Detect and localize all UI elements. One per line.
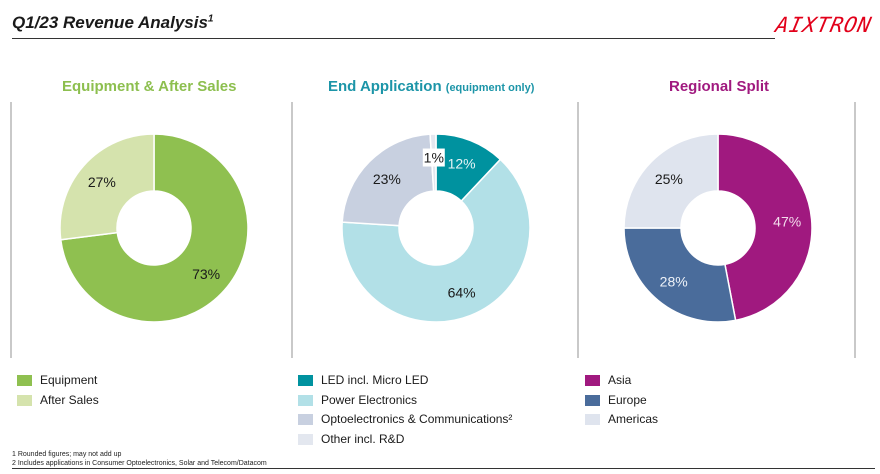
panel-divider xyxy=(854,102,856,358)
panel-title-equipment: Equipment & After Sales xyxy=(62,78,236,95)
legend-swatch xyxy=(298,375,313,387)
legend-swatch xyxy=(298,414,313,426)
slice-label-background xyxy=(422,148,445,167)
page-title-text: Q1/23 Revenue Analysis xyxy=(12,13,208,32)
legend-item: Europe xyxy=(585,391,658,411)
legend-regional: Asia Europe Americas xyxy=(585,371,658,430)
panel-title-text: Equipment & After Sales xyxy=(62,78,237,95)
legend-swatch xyxy=(17,375,32,387)
legend-label: Optoelectronics & Communications² xyxy=(321,412,513,426)
slice-americas xyxy=(623,133,719,229)
panel-title-regional: Regional Split xyxy=(669,78,769,95)
legend-end-application: LED incl. Micro LED Power Electronics Opto… xyxy=(298,371,512,449)
legend-label: Europe xyxy=(608,392,647,407)
slice-label: 73% xyxy=(192,266,220,282)
slice-after-sales xyxy=(59,133,155,241)
legend-swatch xyxy=(298,433,313,445)
slice-label: 1% xyxy=(424,150,444,166)
legend-swatch xyxy=(17,394,32,406)
panel-title-text: End Application xyxy=(328,78,442,95)
title-rule xyxy=(12,38,775,39)
legend-equipment: Equipment After Sales xyxy=(17,371,99,410)
legend-item: Optoelectronics & Communications² xyxy=(298,410,512,430)
legend-swatch xyxy=(585,394,600,406)
legend-item: Asia xyxy=(585,371,658,391)
slice-power-electronics xyxy=(341,158,531,323)
footnote-2: 2 Includes applications in Consumer Opto… xyxy=(12,460,267,467)
legend-label: Asia xyxy=(608,373,632,387)
panel-subtitle: (equipment only) xyxy=(445,82,535,94)
legend-item: LED incl. Micro LED xyxy=(298,371,512,391)
page-title-footnote-mark: 1 xyxy=(207,13,214,25)
legend-label: Power Electronics xyxy=(321,392,418,407)
panel-divider xyxy=(10,102,12,358)
legend-item: Other incl. R&D xyxy=(298,430,512,450)
panel-divider xyxy=(291,102,293,358)
footnotes: 1 Rounded figures; may not add up 2 Incl… xyxy=(12,450,267,468)
legend-item: Americas xyxy=(585,410,658,430)
slice-label: 64% xyxy=(448,285,476,301)
slice-asia xyxy=(717,133,813,322)
legend-item: Power Electronics xyxy=(298,391,512,411)
legend-swatch xyxy=(585,375,600,387)
slice-europe xyxy=(623,227,737,323)
legend-label: Americas xyxy=(608,412,659,426)
slice-label: 25% xyxy=(655,171,683,187)
legend-swatch xyxy=(298,394,313,406)
slice-label: 28% xyxy=(660,274,688,290)
slice-label: 23% xyxy=(373,171,401,187)
bottom-rule xyxy=(12,468,875,469)
legend-item: Equipment xyxy=(17,371,99,391)
page-title: Q1/23 Revenue Analysis1 xyxy=(12,13,213,33)
donut-chart-2: 12% 64% 23% 1% xyxy=(341,133,531,323)
slice-label: 27% xyxy=(88,174,116,190)
donut-chart-1: 73% 27% xyxy=(59,133,249,323)
panel-title-text: Regional Split xyxy=(669,78,770,95)
legend-label: Equipment xyxy=(40,373,98,387)
donut-chart-3: 47% 28% 25% xyxy=(623,133,813,323)
legend-label: LED incl. Micro LED xyxy=(321,373,429,387)
panel-divider xyxy=(577,102,579,358)
footnote-1: 1 Rounded figures; may not add up xyxy=(12,451,122,458)
slice-equipment xyxy=(59,133,249,323)
slice-label: 12% xyxy=(448,155,476,171)
panel-title-end-application: End Application (equipment only) xyxy=(328,78,534,95)
legend-swatch xyxy=(585,414,600,426)
slice-label: 47% xyxy=(773,213,801,229)
legend-label: Other incl. R&D xyxy=(321,431,405,446)
slice-optoelectronics-communications xyxy=(341,133,435,227)
legend-item: After Sales xyxy=(17,391,99,411)
legend-label: After Sales xyxy=(40,392,99,407)
